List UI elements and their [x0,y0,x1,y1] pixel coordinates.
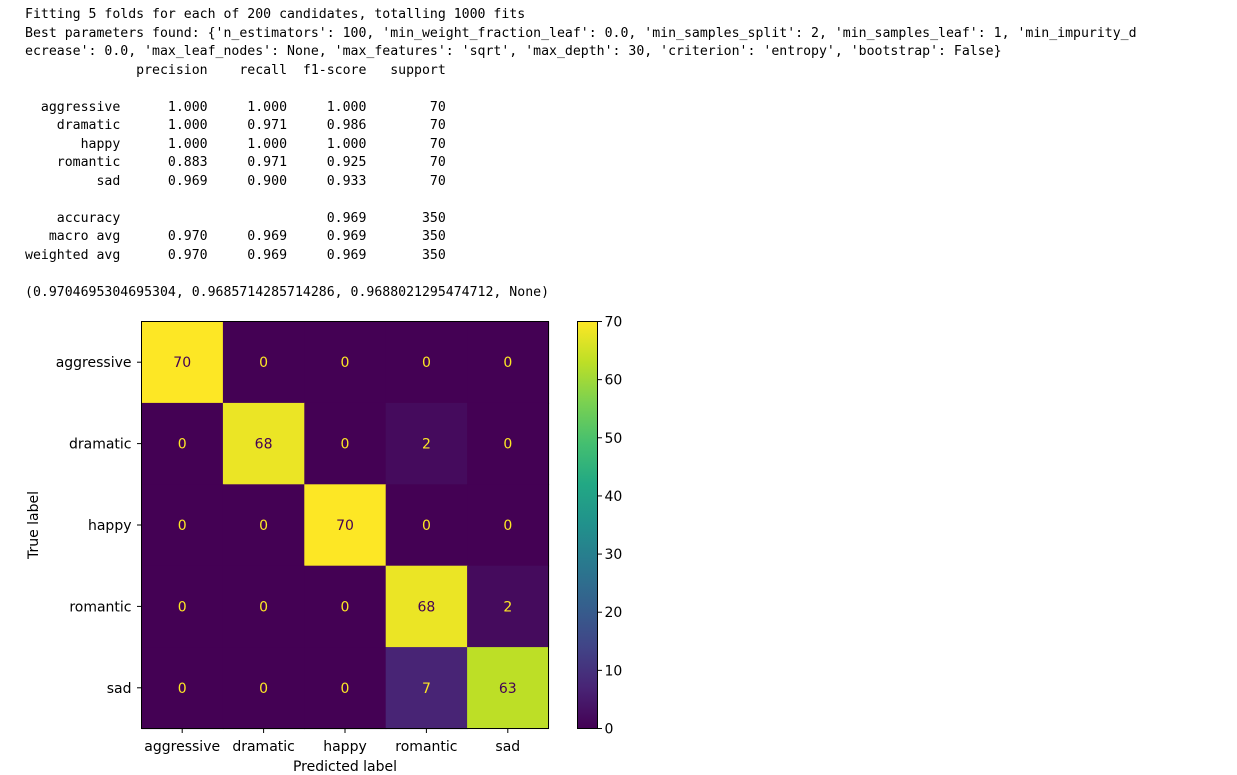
heatmap-cell [304,565,387,648]
fitting-line: Fitting 5 folds for each of 200 candidat… [25,7,526,22]
cell-value-label: 0 [503,355,512,371]
report-header: precision recall f1-score support [25,62,446,78]
heatmap-cell [467,402,550,485]
cell-value-label: 2 [503,599,512,615]
heatmap-cell [304,321,387,404]
y-tick-label: sad [107,681,132,697]
cell-value-label: 70 [173,355,191,371]
report-row: happy 1.000 1.000 1.000 70 [25,136,446,152]
cell-value-label: 0 [259,355,268,371]
colorbar-ticks: 0 10 20 30 40 50 60 70 [597,315,623,738]
notebook-output: Fitting 5 folds for each of 200 candidat… [25,6,1137,302]
report-summary-row: accuracy 0.969 350 [25,210,446,226]
heatmap-cell [222,647,305,730]
colorbar-tick-label: 10 [605,663,623,679]
cell-value-label: 0 [259,681,268,697]
report-row: dramatic 1.000 0.971 0.986 70 [25,118,446,133]
cell-value-label: 0 [178,681,187,697]
heatmap-cell [467,565,550,648]
heatmap-cell [141,402,224,485]
y-tick-label: aggressive [56,355,132,371]
heatmap-cell [304,647,387,730]
colorbar-tick-label: 0 [605,722,614,738]
best-params-line-2: ecrease': 0.0, 'max_leaf_nodes': None, '… [25,44,1002,59]
heatmap-cell [304,484,387,567]
y-tick-label: happy [88,518,132,534]
heatmap-cell [385,321,468,404]
cell-value-label: 0 [259,518,268,534]
heatmap-cell [141,647,224,730]
cell-value-label: 63 [499,681,517,697]
colorbar-tick-label: 20 [605,605,623,621]
report-summary-row: weighted avg 0.970 0.969 0.969 350 [25,247,446,263]
heatmap-cell [304,402,387,485]
colorbar-tick-label: 60 [605,373,623,389]
heatmap-cell [222,565,305,648]
y-axis-ticks: aggressive dramatic happy romantic sad [56,355,142,697]
cell-values: 70 0 0 0 0 0 68 0 2 0 0 0 70 0 0 0 0 0 68 2 0 0 0 7 63 [173,355,516,697]
heatmap-cell [385,565,468,648]
x-tick-label: happy [323,739,367,755]
x-tick-label: sad [495,739,520,755]
colorbar-tick-label: 70 [605,315,623,331]
cell-value-label: 0 [178,599,187,615]
heatmap-cell [467,484,550,567]
cell-value-label: 2 [422,437,431,453]
colorbar [577,321,598,729]
cell-value-label: 68 [255,437,273,453]
cell-value-label: 7 [422,681,431,697]
report-row: sad 0.969 0.900 0.933 70 [25,173,446,189]
cell-value-label: 0 [503,518,512,534]
cell-value-label: 0 [503,437,512,453]
heatmap-cell [141,565,224,648]
cell-value-label: 0 [259,599,268,615]
report-row: romantic 0.883 0.971 0.925 70 [25,155,446,170]
heatmap-cell [467,321,550,404]
heatmap-cell [141,321,224,404]
heatmap-cell [222,402,305,485]
x-axis-ticks: aggressive dramatic happy romantic sad [144,728,520,755]
heatmap-cells [141,321,550,730]
x-tick-label: aggressive [144,739,220,755]
cell-value-label: 68 [417,599,435,615]
y-tick-label: dramatic [69,437,132,453]
colorbar-tick-label: 30 [605,547,623,563]
cell-value-label: 0 [341,681,350,697]
heatmap-cell [141,484,224,567]
x-tick-label: dramatic [232,739,295,755]
cell-value-label: 0 [341,599,350,615]
x-tick-label: romantic [395,739,457,755]
cell-value-label: 0 [341,437,350,453]
report-summary-row: macro avg 0.970 0.969 0.969 350 [25,229,446,244]
colorbar-tick-label: 50 [605,431,623,447]
colorbar-tick-label: 40 [605,489,623,505]
metrics-tuple: (0.9704695304695304, 0.9685714285714286,… [25,284,550,300]
cell-value-label: 0 [422,518,431,534]
cell-value-label: 0 [341,355,350,371]
heatmap-cell [222,484,305,567]
y-tick-label: romantic [69,599,131,615]
cell-value-label: 70 [336,518,354,534]
cell-value-label: 0 [178,518,187,534]
y-axis-label: True label [26,491,42,560]
heatmap-cell [385,647,468,730]
x-axis-label: Predicted label [293,759,397,775]
cell-value-label: 0 [178,437,187,453]
heatmap-cell [222,321,305,404]
best-params-line-1: Best parameters found: {'n_estimators': … [25,25,1137,41]
cell-value-label: 0 [422,355,431,371]
heatmap-cell [467,647,550,730]
heatmap-cell [385,484,468,567]
report-row: aggressive 1.000 1.000 1.000 70 [25,99,446,115]
heatmap-cell [385,402,468,485]
